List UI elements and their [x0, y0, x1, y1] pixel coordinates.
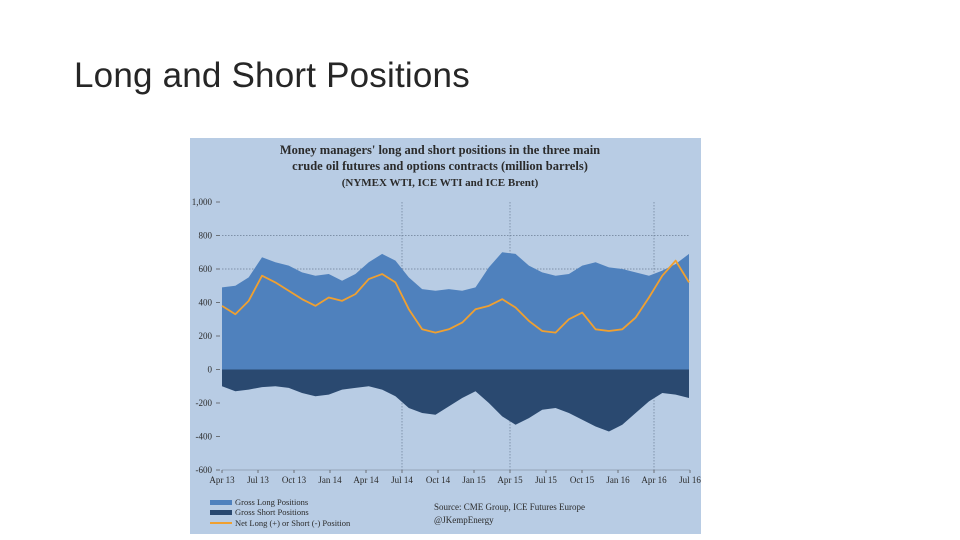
chart-title-line-1: Money managers' long and short positions… — [280, 143, 600, 157]
x-tick-label: Jul 15 — [535, 475, 557, 485]
y-tick-label: 0 — [208, 365, 213, 375]
y-tick-label: 200 — [199, 331, 213, 341]
x-tick-label: Jul 16 — [679, 475, 701, 485]
chart-areas — [222, 252, 689, 432]
x-tick-label: Oct 13 — [282, 475, 307, 485]
x-tick-label: Apr 16 — [641, 475, 667, 485]
y-tick-label: -600 — [196, 465, 213, 475]
source-handle: @JKempEnergy — [434, 515, 494, 525]
legend-label-net: Net Long (+) or Short (-) Position — [235, 518, 351, 528]
legend-swatch-gross-long — [210, 500, 232, 505]
chart-title: Money managers' long and short positions… — [280, 143, 600, 189]
x-tick-label: Apr 14 — [353, 475, 379, 485]
y-tick-label: 600 — [199, 264, 213, 274]
chart-panel: 1,000 800 600 400 200 0 -200 -400 -600 Apr 13 Jul … — [190, 138, 701, 534]
x-tick-label: Jul 13 — [247, 475, 269, 485]
y-tick-label: -200 — [196, 398, 213, 408]
chart-net-line — [221, 259, 690, 334]
x-tick-label: Jan 16 — [606, 475, 630, 485]
page-title: Long and Short Positions — [74, 56, 470, 95]
legend-label-gross-short: Gross Short Positions — [235, 507, 309, 517]
chart-subtitle: (NYMEX WTI, ICE WTI and ICE Brent) — [342, 177, 539, 189]
x-tick-label: Jan 14 — [318, 475, 342, 485]
x-tick-label: Jan 15 — [462, 475, 486, 485]
y-tick-label: 800 — [199, 231, 213, 241]
chart-source: Source: CME Group, ICE Futures Europe @JK… — [434, 502, 585, 525]
series-gross-long-area — [222, 252, 689, 370]
y-tick-label: 1,000 — [192, 197, 213, 207]
x-tick-label: Oct 15 — [570, 475, 595, 485]
chart-title-line-2: crude oil futures and options contracts … — [292, 159, 588, 173]
x-tick-label: Apr 15 — [497, 475, 523, 485]
x-tick-label: Oct 14 — [426, 475, 451, 485]
legend-swatch-gross-short — [210, 510, 232, 515]
y-tick-label: 400 — [199, 298, 213, 308]
series-gross-short-area — [222, 369, 689, 432]
source-text: Source: CME Group, ICE Futures Europe — [434, 502, 585, 512]
x-tick-label: Jul 14 — [391, 475, 413, 485]
legend-label-gross-long: Gross Long Positions — [235, 497, 308, 507]
series-net-position-line — [221, 259, 690, 334]
x-tick-label: Apr 13 — [209, 475, 235, 485]
y-tick-label: -400 — [196, 432, 213, 442]
